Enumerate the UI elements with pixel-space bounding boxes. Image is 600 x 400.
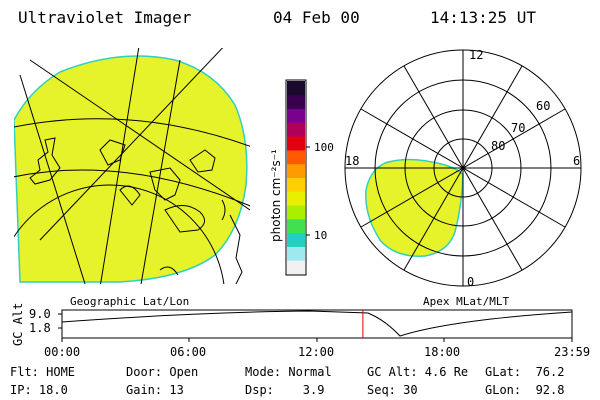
colorbar-band [287,260,305,275]
mlt-label-12: 12 [469,48,483,62]
colorbar-band [287,108,305,123]
x-tick-1800: 18:00 [424,345,461,359]
y-tick-1.8: 1.8 [29,321,51,335]
colorbar-band [287,205,305,220]
colorbar-band [287,136,305,151]
mlt-label-18: 18 [345,154,359,168]
time-label: 14:13:25 UT [430,8,536,27]
status-dsp: Dsp: 3.9 [245,383,325,397]
status-flt: Flt: HOME [10,365,76,379]
colorbar-frame [285,79,307,276]
colorbar-unit-label: photon cm⁻²s⁻¹ [269,149,283,242]
status-gain: Gain: 13 [126,383,184,397]
x-tick-0600: 06:00 [170,345,207,359]
x-tick-2359: 23:59 [554,345,591,359]
timeline-plot [58,309,573,342]
colorbar-band [287,218,305,234]
x-tick-1200: 12:00 [298,345,335,359]
colorbar-tick-label-100: 100 [314,141,334,154]
colorbar [285,79,310,276]
status-mode: Mode: Normal [245,365,332,379]
status-seq: Seq: 30 [367,383,418,397]
polar-panel-label: Apex MLat/MLT [423,295,510,308]
colorbar-band [287,246,305,261]
mlt-label-6: 6 [573,154,580,168]
mlt-label-0: 0 [467,275,474,289]
instrument-title: Ultraviolet Imager [18,8,192,27]
geo-aurora-image [14,55,248,283]
colorbar-band [287,94,305,110]
status-ip: IP: 18.0 [10,383,68,397]
polar-plot [344,49,582,287]
colorbar-band [287,149,305,165]
date-label: 04 Feb 00 [273,8,360,27]
timeline-frame [61,309,573,339]
colorbar-tick-label-10: 10 [314,229,327,242]
lat-label-60: 60 [536,99,550,113]
colorbar-band [287,163,305,178]
lat-label-70: 70 [511,121,525,135]
status-glon: GLon: 92.8 [485,383,565,397]
geographic-map [14,48,250,284]
coastlines [29,137,243,284]
y-tick-9: 9.0 [29,307,51,321]
geo-panel-label: Geographic Lat/Lon [70,295,190,308]
status-glat: GLat: 76.2 [485,365,565,379]
status-door: Door: Open [126,365,199,379]
colorbar-band [287,232,305,247]
lat-label-80: 80 [491,139,505,153]
status-gcalt: GC Alt: 4.6 Re [367,365,469,379]
polar-grid [344,49,582,287]
timeline-axis-title: GC Alt [11,303,25,346]
colorbar-band [287,122,305,137]
colorbar-band [287,81,305,96]
geo-grid [14,48,250,284]
colorbar-band [287,177,305,192]
colorbar-band [287,191,305,206]
x-tick-0000: 00:00 [44,345,81,359]
altitude-curve [61,310,573,337]
